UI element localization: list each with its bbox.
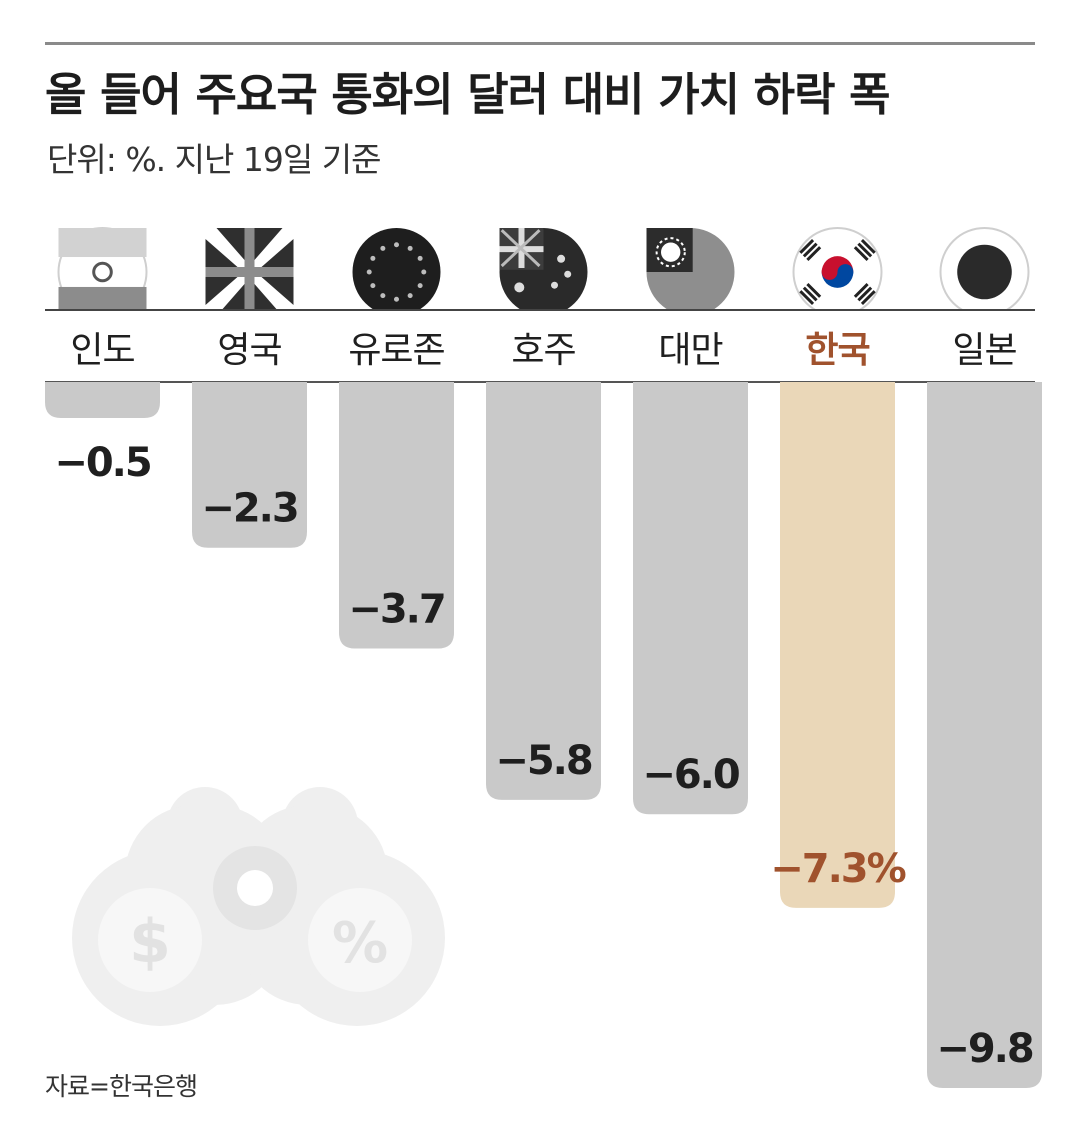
japan-flag-icon	[939, 227, 1030, 310]
chart-title: 올 들어 주요국 통화의 달러 대비 가치 하락 폭	[45, 68, 891, 121]
category-label: 일본	[952, 330, 1016, 371]
category-label: 대만	[658, 330, 722, 371]
value-label: −7.3%	[770, 846, 905, 892]
value-label: −3.7	[348, 587, 444, 633]
dollar-icon: $	[98, 888, 202, 992]
value-label: −5.8	[495, 738, 592, 784]
value-label: −0.5	[54, 440, 151, 486]
source-note: 자료=한국은행	[45, 1072, 198, 1101]
india-flag-icon	[57, 227, 148, 310]
bar	[192, 382, 307, 548]
korea-flag-icon	[792, 227, 883, 310]
value-label: −2.3	[201, 486, 297, 532]
category-label: 영국	[217, 330, 281, 371]
top-rule	[45, 42, 1035, 45]
binoculars-icon: $ %	[72, 787, 445, 1026]
chart-subtitle: 단위: %. 지난 19일 기준	[47, 140, 381, 179]
bar	[339, 382, 454, 649]
bar	[927, 382, 1042, 1088]
bar	[45, 382, 160, 419]
svg-text:%: %	[332, 911, 388, 976]
category-label: 유로존	[348, 330, 444, 371]
category-label: 인도	[70, 330, 134, 371]
eu-flag-icon	[352, 228, 441, 310]
category-label: 한국	[805, 330, 869, 371]
category-label: 호주	[511, 330, 575, 371]
bar	[780, 382, 895, 908]
value-label: −9.8	[936, 1026, 1033, 1072]
svg-text:$: $	[129, 907, 171, 977]
australia-flag-icon	[499, 228, 588, 310]
percent-icon: %	[308, 888, 412, 992]
bar	[633, 382, 748, 815]
uk-flag-icon	[205, 228, 294, 310]
value-label: −6.0	[642, 752, 739, 798]
bar	[486, 382, 601, 800]
taiwan-flag-icon	[646, 228, 735, 310]
